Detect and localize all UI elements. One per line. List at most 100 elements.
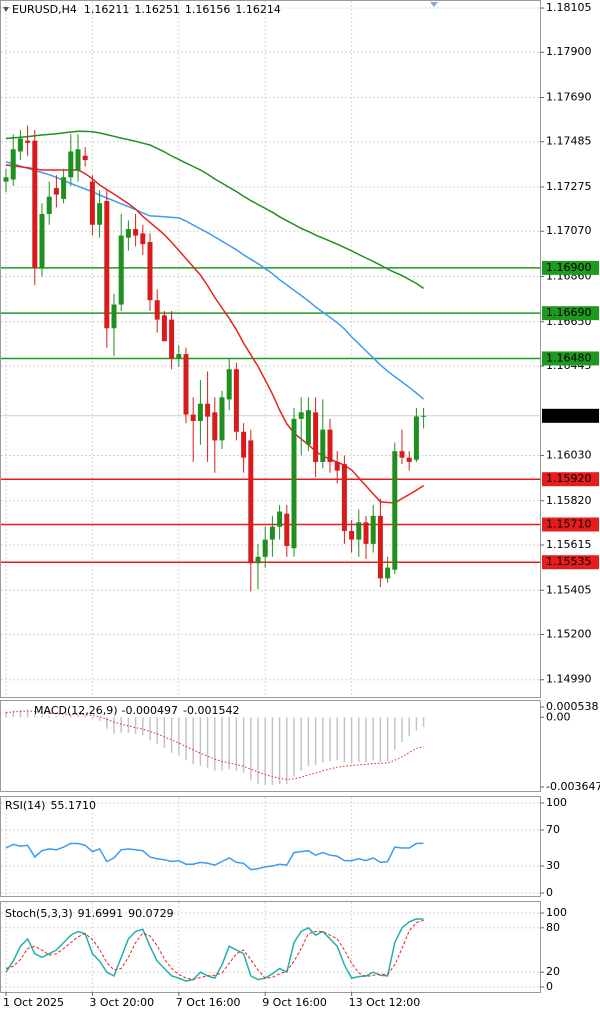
candle-body <box>262 539 268 557</box>
stoch-header: Stoch(5,3,3) 91.6991 90.0729 <box>5 907 174 920</box>
candle-body <box>118 235 124 305</box>
candle-body <box>10 149 16 180</box>
candle-body <box>32 140 38 268</box>
y-tick-label: 0.00 <box>546 710 571 723</box>
level-label: 1.16900 <box>546 261 592 274</box>
y-tick-label: 0.000538 <box>546 700 599 713</box>
y-tick-label: 100 <box>546 796 567 809</box>
candle-body <box>125 229 131 238</box>
candle-body <box>68 151 74 178</box>
x-tick-label: 1 Oct 2025 <box>3 996 64 1009</box>
header-high: 1.16251 <box>134 3 180 16</box>
oscillator-line <box>5 918 424 982</box>
candle-body <box>104 201 110 329</box>
macd-header: MACD(12,26,9) -0.000497 -0.001542 <box>34 704 239 717</box>
y-tick-label: 20 <box>546 965 560 978</box>
candle-body <box>39 213 45 268</box>
candle-body <box>3 177 9 182</box>
y-tick-label: 70 <box>546 823 560 836</box>
level-label-box <box>542 517 599 532</box>
candle-body <box>147 242 153 301</box>
macd-value: -0.000497 <box>122 704 178 717</box>
candle-body <box>241 431 247 458</box>
candle-body <box>291 418 297 549</box>
candle-body <box>176 354 182 359</box>
y-tick-label: 0 <box>546 980 553 993</box>
candle-body <box>154 300 160 320</box>
y-tick-label: 80 <box>546 921 560 934</box>
candle-body <box>284 513 290 547</box>
symbol-title: EURUSD,H4 <box>12 3 77 16</box>
candle-body <box>97 203 103 225</box>
oscillator-line <box>5 919 424 981</box>
candle-body <box>89 181 95 225</box>
candle-body <box>406 457 412 462</box>
candle-body <box>255 556 261 564</box>
level-label: 1.15920 <box>546 472 592 485</box>
level-label: 1.15710 <box>546 517 592 530</box>
candle-body <box>248 440 254 564</box>
candle-body <box>320 429 326 462</box>
candle-body <box>183 354 189 415</box>
rsi-panel <box>0 796 541 897</box>
candle-body <box>61 177 67 199</box>
level-label: 1.16480 <box>546 351 592 364</box>
y-tick-label: 1.16030 <box>546 448 592 461</box>
x-tick-label: 9 Oct 16:00 <box>262 996 327 1009</box>
candle-body <box>197 403 203 421</box>
moving-average-line <box>5 130 425 290</box>
candle-body <box>169 319 175 359</box>
candle-body <box>53 188 59 195</box>
candle-body <box>75 149 81 171</box>
stoch-main-value: 91.6991 <box>78 907 124 920</box>
moving-average-line <box>5 161 425 400</box>
candle-body <box>233 369 239 432</box>
candle-body <box>46 196 52 214</box>
y-tick-label: 1.17275 <box>546 180 592 193</box>
candle-body <box>111 304 117 329</box>
candle-body <box>205 403 211 417</box>
candle-body <box>327 429 333 462</box>
level-label-box <box>542 472 599 487</box>
y-tick-label: 1.15200 <box>546 627 592 640</box>
y-tick-label: 1.15820 <box>546 494 592 507</box>
y-tick-label: 0 <box>546 886 553 899</box>
candle-body <box>190 414 196 421</box>
candle-body <box>305 410 311 445</box>
level-label: 1.16690 <box>546 306 592 319</box>
candle-body <box>334 461 340 471</box>
candle-body <box>370 515 376 544</box>
candle-body <box>377 515 383 579</box>
candle-body <box>269 526 275 540</box>
candle-body <box>219 397 225 441</box>
bid-label-box <box>542 408 599 423</box>
candle-body <box>313 412 319 462</box>
candle-body <box>82 155 88 161</box>
candle-body <box>277 511 283 527</box>
y-tick-label: -0.003647 <box>546 780 600 793</box>
header-open: 1.16211 <box>84 3 130 16</box>
x-tick-label: 7 Oct 16:00 <box>176 996 241 1009</box>
oscillator-line <box>5 842 424 871</box>
level-label: 1.15535 <box>546 555 592 568</box>
candle-body <box>392 451 398 570</box>
level-label-box <box>542 555 599 570</box>
rsi-header: RSI(14) 55.1710 <box>5 799 96 812</box>
y-tick-label: 1.18105 <box>546 1 592 14</box>
x-tick-label: 3 Oct 20:00 <box>89 996 154 1009</box>
candle-body <box>399 451 405 458</box>
candle-body <box>385 567 391 579</box>
candle-body <box>161 315 167 342</box>
bid-label: 1.16214 <box>546 409 592 422</box>
header-low: 1.16156 <box>185 3 231 16</box>
candle-body <box>413 416 419 460</box>
level-label-box <box>542 351 599 366</box>
y-tick-label: 1.15405 <box>546 583 592 596</box>
candle-body <box>226 369 232 400</box>
y-tick-label: 1.17690 <box>546 91 592 104</box>
y-tick-label: 1.15615 <box>546 538 592 551</box>
candle-body <box>17 138 23 152</box>
candle-body <box>133 229 139 236</box>
